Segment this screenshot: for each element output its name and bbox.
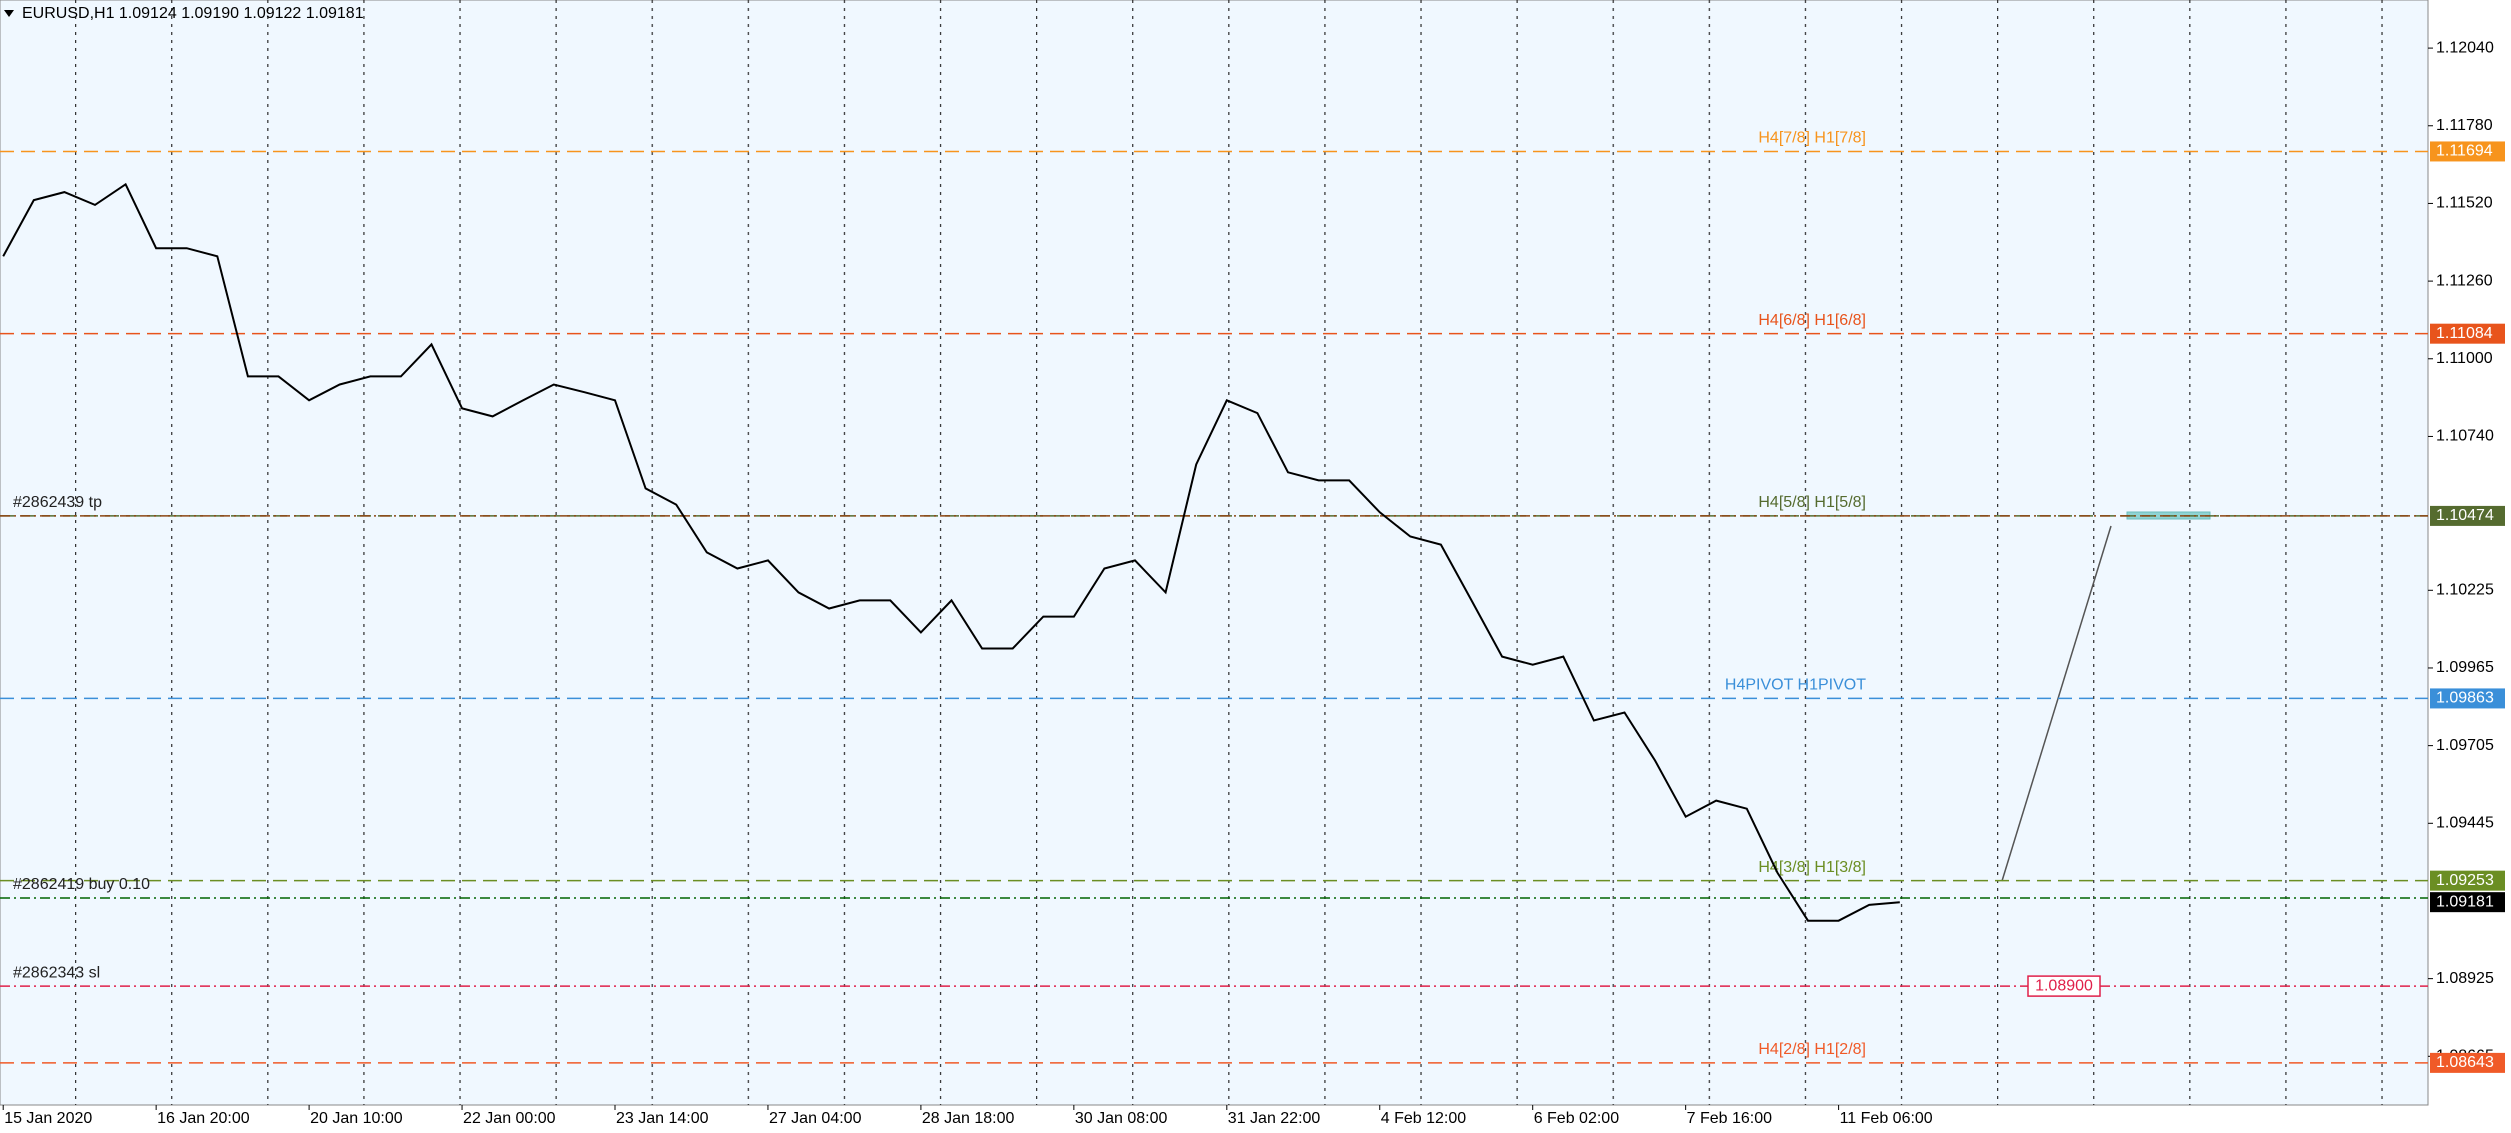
price-box-label: 1.09253 (2436, 872, 2494, 889)
price-box (2430, 892, 2505, 913)
price-box-label: 1.08643 (2436, 1054, 2494, 1071)
level-text: H4[3/8] H1[3/8] (1758, 859, 1866, 876)
x-tick-label: 16 Jan 20:00 (157, 1110, 250, 1127)
x-tick-label: 6 Feb 02:00 (1534, 1110, 1620, 1127)
y-tick-label: 1.09445 (2436, 815, 2494, 832)
price-box (2430, 688, 2505, 709)
y-tick-label: 1.12040 (2436, 39, 2494, 56)
x-tick-label: 11 Feb 06:00 (1840, 1110, 1933, 1127)
trend-line (2001, 525, 2112, 882)
price-box (2027, 975, 2101, 997)
x-tick-label: 7 Feb 16:00 (1687, 1110, 1773, 1127)
x-tick-label: 4 Feb 12:00 (1381, 1110, 1467, 1127)
x-tick-label: 30 Jan 08:00 (1075, 1110, 1168, 1127)
header: EURUSD,H1 1.09124 1.09190 1.09122 1.0918… (22, 5, 364, 22)
price-box-label: 1.09863 (2436, 690, 2494, 707)
level-text: H4[2/8] H1[2/8] (1758, 1041, 1866, 1058)
y-tick-label: 1.11000 (2436, 350, 2493, 367)
y-tick-label: 1.09965 (2436, 659, 2494, 676)
y-tick-label: 1.11780 (2436, 117, 2493, 134)
level-text: H4[5/8] H1[5/8] (1758, 494, 1866, 511)
order-label: #2862439 tp (13, 494, 102, 511)
order-label: #2862343 sl (13, 964, 100, 981)
price-box-label: 1.11694 (2436, 143, 2493, 160)
x-tick-label: 20 Jan 10:00 (310, 1110, 403, 1127)
x-tick-label: 27 Jan 04:00 (769, 1110, 862, 1127)
level-text: H4PIVOT H1PIVOT (1725, 677, 1866, 694)
price-box-label: 1.09181 (2436, 893, 2494, 910)
price-box (2430, 141, 2505, 162)
order-label: #2862419 buy 0.10 (13, 876, 150, 893)
y-tick-label: 1.08925 (2436, 970, 2494, 987)
vertical-grid (0, 0, 2428, 1105)
x-tick-label: 23 Jan 14:00 (616, 1110, 709, 1127)
price-box-label: 1.10474 (2436, 507, 2494, 524)
y-tick-label: 1.10740 (2436, 428, 2494, 445)
x-tick-label: 22 Jan 00:00 (463, 1110, 556, 1127)
price-box (2430, 1052, 2505, 1073)
x-tick-label: 15 Jan 2020 (4, 1110, 92, 1127)
y-tick-label: 1.09705 (2436, 737, 2494, 754)
price-line (2, 182, 1900, 922)
price-box (2430, 505, 2505, 526)
price-box (2430, 323, 2505, 344)
x-tick-label: 28 Jan 18:00 (922, 1110, 1015, 1127)
price-box-label: 1.11084 (2436, 325, 2493, 342)
level-text: H4[6/8] H1[6/8] (1758, 312, 1866, 329)
x-tick-label: 31 Jan 22:00 (1228, 1110, 1321, 1127)
y-tick-label: 1.11260 (2436, 272, 2493, 289)
y-tick-label: 1.11520 (2436, 195, 2493, 212)
menu-arrow[interactable] (4, 10, 14, 17)
price-box (2430, 870, 2505, 891)
price-box-label: 1.08900 (2035, 977, 2093, 994)
level-text: H4[7/8] H1[7/8] (1758, 130, 1866, 147)
y-tick-label: 1.10225 (2436, 582, 2494, 599)
